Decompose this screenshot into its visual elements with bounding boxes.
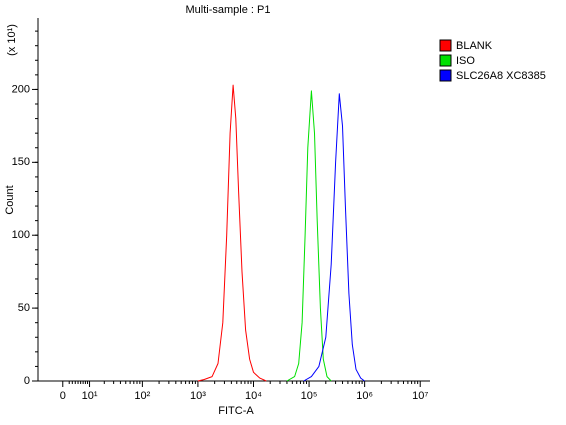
y-tick-label: 200	[12, 83, 30, 95]
y-tick-label: 100	[12, 229, 30, 241]
x-tick-label: 10⁴	[245, 390, 262, 402]
x-tick-label: 10¹	[82, 390, 98, 402]
x-tick-label: 10⁶	[356, 390, 373, 402]
x-tick-label: 10³	[190, 390, 206, 402]
legend-swatch	[439, 39, 452, 52]
y-tick-label: 150	[12, 156, 30, 168]
y-tick-label: 50	[18, 302, 30, 314]
histogram-line	[286, 90, 332, 382]
chart-title: Multi-sample : P1	[186, 4, 271, 16]
y-multiplier-label: (x 10¹)	[6, 24, 18, 56]
histogram-line	[197, 84, 267, 382]
legend-label: ISO	[456, 55, 475, 67]
y-axis-label: Count	[4, 185, 16, 214]
x-tick-label: 10⁷	[412, 390, 428, 402]
y-tick-label: 0	[24, 375, 30, 387]
x-tick-label: 10⁵	[301, 390, 318, 402]
x-tick-label: 0	[60, 390, 66, 402]
x-axis-label: FITC-A	[218, 405, 254, 417]
legend-label: SLC26A8 XC8385	[456, 70, 546, 82]
legend-swatch	[439, 69, 452, 82]
histogram-line	[303, 93, 365, 382]
x-tick-label: 10²	[134, 390, 150, 402]
legend-label: BLANK	[456, 40, 493, 52]
legend-swatch	[439, 54, 452, 67]
